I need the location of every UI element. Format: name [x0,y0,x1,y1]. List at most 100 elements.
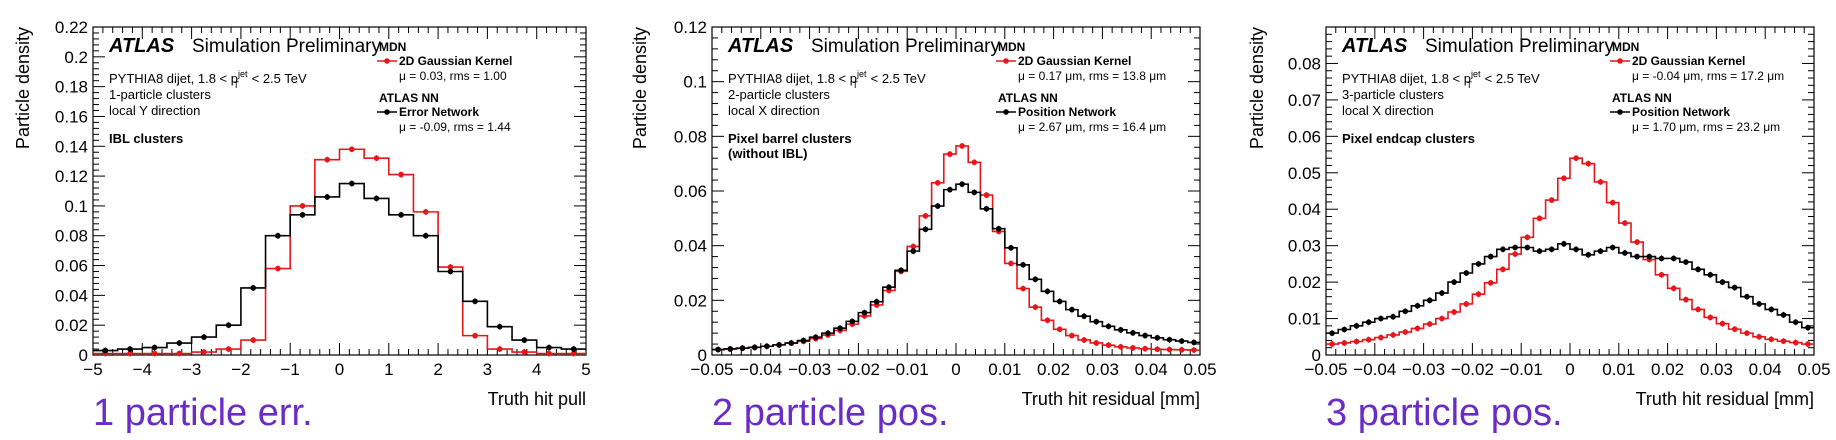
data-point [570,350,577,357]
direction-label: local X direction [1342,103,1434,118]
data-point [250,285,257,291]
cluster-label: 3-particle clusters [1342,87,1444,102]
data-point [910,243,917,250]
data-point [299,203,306,209]
data-point [1105,342,1112,348]
data-point [472,298,478,305]
data-point [1378,334,1384,341]
data-point [275,232,281,239]
data-point [971,189,978,196]
data-point [201,349,207,355]
data-point [751,344,758,351]
data-point [570,346,577,352]
y-tick-label: 0.06 [1288,127,1321,146]
y-tick-label: 0.2 [64,48,88,67]
data-point [151,344,158,351]
data-point [1622,250,1628,256]
data-point [1475,291,1482,297]
data-point [1044,317,1051,324]
data-point [1414,325,1421,332]
data-point [398,171,404,178]
data-point [1597,248,1604,254]
data-point [1585,160,1592,167]
data-point [546,344,552,351]
data-point [275,265,281,272]
x-tick-label: −0.03 [788,360,831,379]
data-point [898,267,904,274]
cluster-label: 1-particle clusters [109,87,211,102]
data-point [1548,246,1555,253]
data-point [1008,260,1014,267]
direction-label: local X direction [728,103,820,118]
data-point [886,284,892,291]
y-tick-label: 0.1 [683,73,707,92]
x-tick-label: −0.01 [886,360,929,379]
data-point [1707,272,1714,278]
direction-label: local Y direction [109,103,200,118]
data-point [1117,327,1124,333]
x-tick-label: −1 [281,360,300,379]
region-label: Pixel endcap clusters [1342,131,1475,146]
data-point [1768,306,1775,313]
data-point [1426,321,1433,327]
y-tick-label: 0.02 [55,316,88,335]
kinematics-label: PYTHIA8 dijet, 1.8 < pjet T < 2.5 TeV [1342,69,1540,90]
data-point [1670,255,1677,262]
panel-caption: 1 particle err. [93,392,313,434]
data-point [1475,261,1482,267]
legend-marker [1617,109,1623,115]
data-point [934,203,941,209]
data-point [1439,290,1445,296]
data-point [1105,323,1112,330]
data-point [812,334,819,341]
data-point [934,180,941,186]
x-axis-label: Truth hit residual [mm] [1636,389,1814,409]
data-point [1056,326,1063,333]
data-point [1402,308,1409,315]
data-point [1744,330,1750,336]
x-tick-label: −4 [133,360,152,379]
x-tick-label: 0 [335,360,344,379]
x-tick-label: −0.03 [1402,360,1445,379]
y-tick-label: 0.03 [1288,237,1321,256]
data-point [472,332,478,339]
data-point [1329,341,1335,347]
series-mdn [93,146,586,357]
data-point [1719,320,1726,327]
data-point [1117,344,1124,350]
y-tick-label: 0.22 [55,18,88,37]
data-point [1365,336,1372,343]
data-point [1069,306,1075,313]
series-atlas-nn [93,180,586,354]
histogram-step-line [1326,157,1814,345]
data-point [1414,303,1421,309]
data-point [1032,276,1039,283]
atlas-subtitle: Simulation Preliminary [1425,36,1615,57]
legend-sublabel: Error Network [399,105,479,119]
x-tick-label: −2 [231,360,250,379]
data-point [1609,244,1616,251]
data-point [102,347,109,354]
x-tick-label: 0.04 [1749,360,1782,379]
data-point [1020,262,1026,268]
data-point [1658,272,1665,278]
data-point [1609,199,1616,206]
data-point [349,180,355,187]
data-point [1756,333,1762,340]
histogram-step-line [1326,243,1814,334]
data-point [1069,332,1075,339]
legend-title: ATLAS NN [379,91,439,105]
x-axis-label: Truth hit pull [488,389,586,409]
data-point [151,350,158,357]
data-point [1341,326,1348,333]
data-point [1463,301,1470,307]
legend-sublabel: Position Network [1632,105,1730,119]
data-point [1402,329,1409,335]
y-tick-label: 0.04 [674,237,707,256]
series-atlas-nn [1326,240,1814,337]
data-point [1130,345,1136,351]
chart-panel-3: −0.05 −0.04 −0.03 −0.02 −0.01 0 0.01 0.02 0.03 0.… [1247,26,1831,434]
data-point [1634,239,1640,245]
x-tick-label: −5 [83,360,102,379]
data-point [1353,338,1360,345]
